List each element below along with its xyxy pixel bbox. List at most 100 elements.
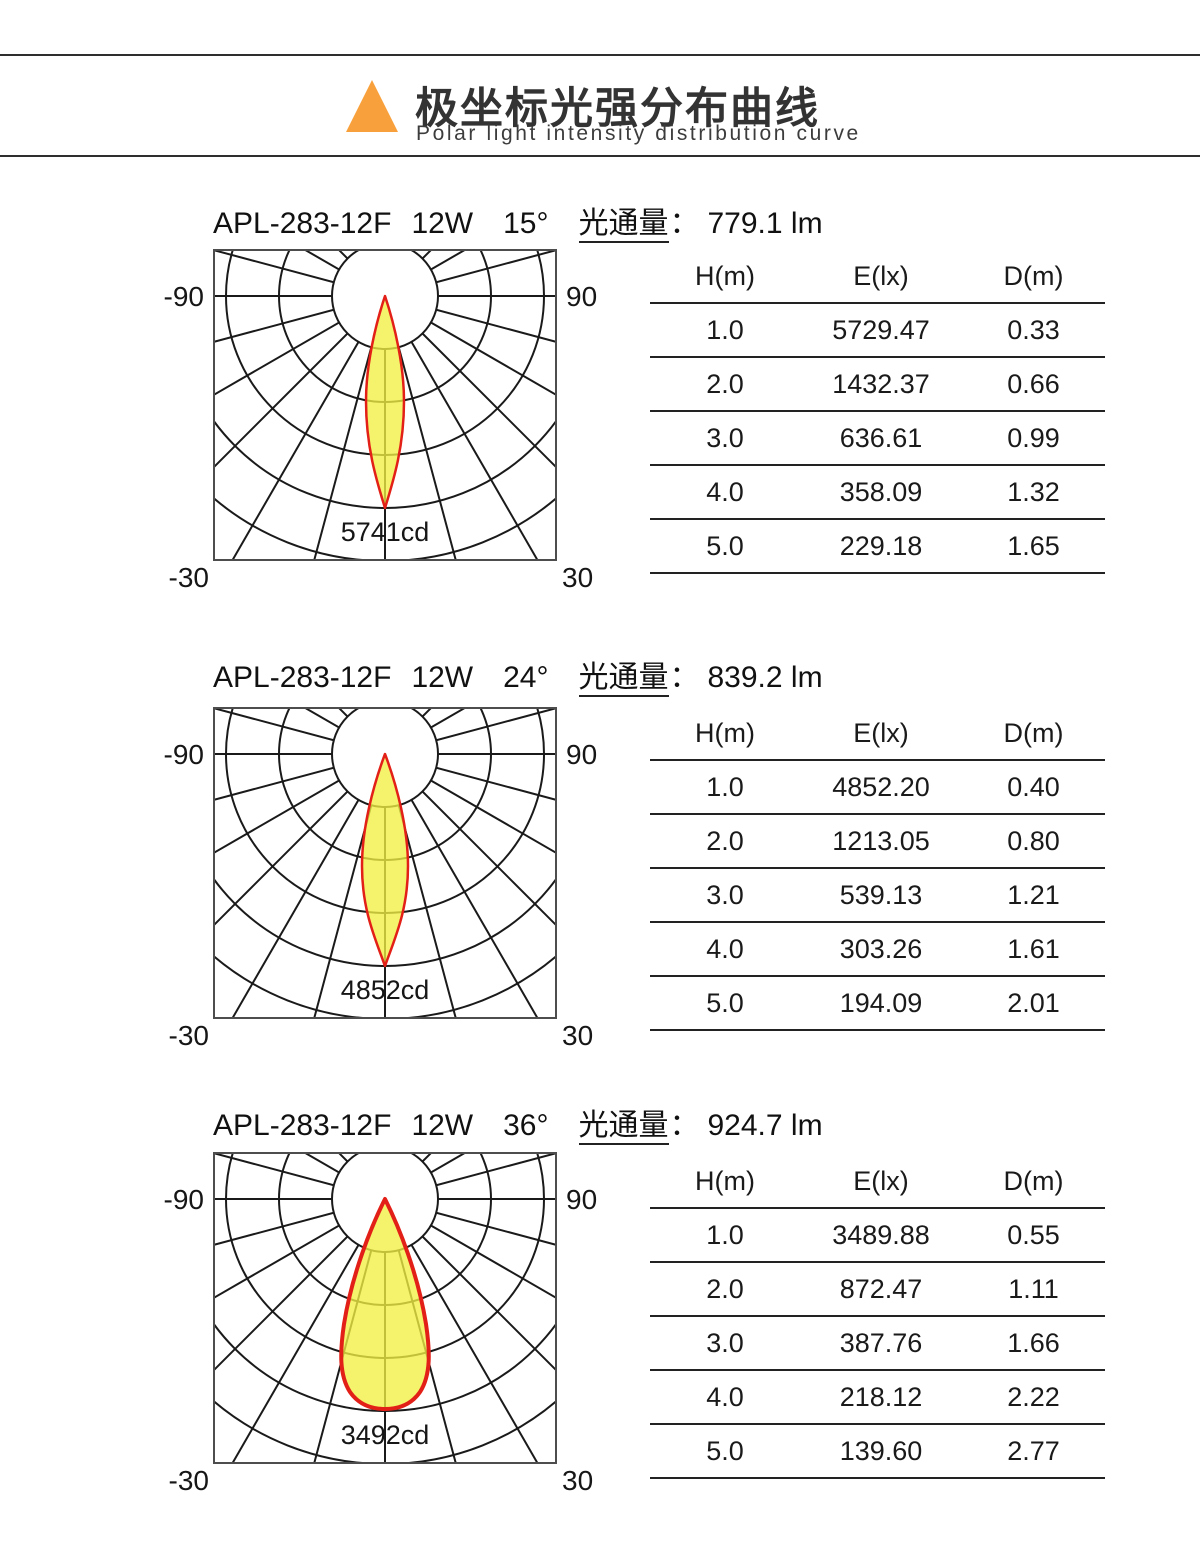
flux-value: 924.7 lm <box>707 1109 823 1142</box>
table-cell: 3.0 <box>650 411 800 466</box>
polar-diagram-24deg: -90 90 -30 30 4852cd <box>164 707 597 1051</box>
table-cell: 0.80 <box>962 814 1105 869</box>
table-cell: 1213.05 <box>800 814 962 869</box>
table-row: 1.0 3489.88 0.55 <box>650 1208 1105 1263</box>
beam-angle-label: 24° <box>503 661 549 694</box>
axis-label-90: 90 <box>566 281 598 312</box>
polar-chart-15deg <box>213 249 557 561</box>
top-rule <box>0 54 1200 56</box>
col-header-height: H(m) <box>650 250 800 304</box>
chart-frame <box>213 249 557 561</box>
axis-label-neg90: -90 <box>163 739 204 770</box>
flux-colon: ： <box>669 661 700 694</box>
flux-label: 光通量 <box>578 661 669 697</box>
section-title-24deg: APL-283-12F 12W 24° 光通量： 839.2 lm <box>213 652 823 697</box>
table-header-row: H(m) E(lx) D(m) <box>650 250 1105 304</box>
table-row: 3.0 636.61 0.99 <box>650 411 1105 466</box>
table-cell: 303.26 <box>800 922 962 977</box>
peak-candela-label: 5741cd <box>340 517 430 547</box>
beam-curve-24deg <box>360 752 410 968</box>
table-cell: 1.0 <box>650 1208 800 1263</box>
table-row: 1.0 4852.20 0.40 <box>650 760 1105 815</box>
table-cell: 0.66 <box>962 357 1105 412</box>
table-cell: 5.0 <box>650 976 800 1031</box>
table-cell: 2.77 <box>962 1424 1105 1479</box>
table-cell: 358.09 <box>800 465 962 520</box>
power-label: 12W <box>411 1109 474 1142</box>
beam-angle-label: 36° <box>503 1109 549 1142</box>
axis-label-90: 90 <box>566 1184 598 1215</box>
table-cell: 3.0 <box>650 1316 800 1371</box>
axis-label-neg30: -30 <box>168 1020 209 1051</box>
table-cell: 0.55 <box>962 1208 1105 1263</box>
table-cell: 218.12 <box>800 1370 962 1425</box>
axis-label-90: 90 <box>566 739 598 770</box>
beam-curve-15deg <box>364 294 406 510</box>
section-title-36deg: APL-283-12F 12W 36° 光通量： 924.7 lm <box>213 1100 823 1145</box>
table-row: 2.0 1213.05 0.80 <box>650 814 1105 869</box>
table-cell: 139.60 <box>800 1424 962 1479</box>
flux-label: 光通量 <box>578 1109 669 1145</box>
col-header-diameter: D(m) <box>962 1155 1105 1209</box>
chart-frame <box>213 707 557 1019</box>
table-row: 4.0 218.12 2.22 <box>650 1370 1105 1425</box>
power-label: 12W <box>411 661 474 694</box>
table-cell: 5.0 <box>650 519 800 574</box>
table-cell: 0.99 <box>962 411 1105 466</box>
model-number: APL-283-12F <box>213 1109 392 1142</box>
table-header-row: H(m) E(lx) D(m) <box>650 707 1105 761</box>
table-cell: 4.0 <box>650 1370 800 1425</box>
table-cell: 194.09 <box>800 976 962 1031</box>
polar-diagram-15deg: -90 90 -30 30 5741cd <box>164 249 597 593</box>
table-cell: 1.11 <box>962 1262 1105 1317</box>
table-row: 3.0 539.13 1.21 <box>650 868 1105 923</box>
table-cell: 3489.88 <box>800 1208 962 1263</box>
polar-chart-36deg <box>213 1152 557 1464</box>
axis-label-neg90: -90 <box>163 1184 204 1215</box>
chart-frame <box>213 1152 557 1464</box>
polar-chart-24deg <box>213 707 557 1019</box>
table-cell: 636.61 <box>800 411 962 466</box>
table-cell: 1.0 <box>650 303 800 358</box>
table-cell: 2.0 <box>650 1262 800 1317</box>
section-title-15deg: APL-283-12F 12W 15° 光通量： 779.1 lm <box>213 198 823 243</box>
table-cell: 1.32 <box>962 465 1105 520</box>
axis-label-30: 30 <box>562 1020 594 1051</box>
col-header-diameter: D(m) <box>962 707 1105 761</box>
beam-curve-36deg <box>339 1197 431 1411</box>
table-row: 5.0 229.18 1.65 <box>650 519 1105 574</box>
table-cell: 1432.37 <box>800 357 962 412</box>
table-row: 2.0 872.47 1.11 <box>650 1262 1105 1317</box>
illuminance-table-24deg: H(m) E(lx) D(m) 1.0 4852.20 0.40 2.0 121… <box>650 707 1105 1031</box>
flux-colon: ： <box>669 207 700 240</box>
table-cell: 539.13 <box>800 868 962 923</box>
peak-candela-label: 4852cd <box>340 975 430 1005</box>
col-header-height: H(m) <box>650 1155 800 1209</box>
table-cell: 0.33 <box>962 303 1105 358</box>
axis-label-30: 30 <box>562 562 594 593</box>
table-cell: 872.47 <box>800 1262 962 1317</box>
col-header-illuminance: E(lx) <box>800 1155 962 1209</box>
power-label: 12W <box>411 207 474 240</box>
table-row: 5.0 139.60 2.77 <box>650 1424 1105 1479</box>
table-cell: 2.0 <box>650 357 800 412</box>
illuminance-table-36deg: H(m) E(lx) D(m) 1.0 3489.88 0.55 2.0 872… <box>650 1155 1105 1479</box>
table-header-row: H(m) E(lx) D(m) <box>650 1155 1105 1209</box>
table-cell: 387.76 <box>800 1316 962 1371</box>
table-cell: 1.0 <box>650 760 800 815</box>
table-cell: 0.40 <box>962 760 1105 815</box>
table-cell: 5729.47 <box>800 303 962 358</box>
peak-candela-label: 3492cd <box>340 1420 430 1450</box>
table-cell: 2.0 <box>650 814 800 869</box>
flux-value: 839.2 lm <box>707 661 823 694</box>
beam-angle-label: 15° <box>503 207 549 240</box>
table-cell: 4.0 <box>650 922 800 977</box>
table-cell: 4.0 <box>650 465 800 520</box>
col-header-height: H(m) <box>650 707 800 761</box>
table-row: 5.0 194.09 2.01 <box>650 976 1105 1031</box>
illuminance-table-15deg: H(m) E(lx) D(m) 1.0 5729.47 0.33 2.0 143… <box>650 250 1105 574</box>
model-number: APL-283-12F <box>213 661 392 694</box>
polar-diagram-36deg: -90 90 -30 30 3492cd <box>164 1152 597 1496</box>
axis-label-neg30: -30 <box>168 562 209 593</box>
